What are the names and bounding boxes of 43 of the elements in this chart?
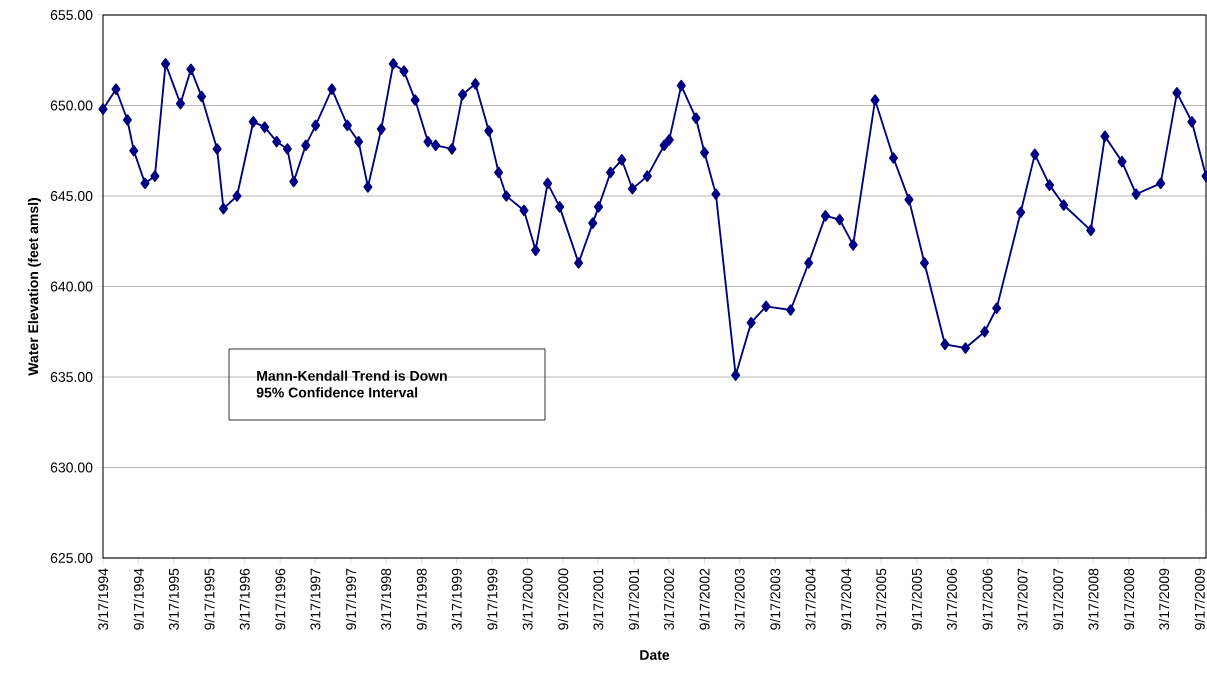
x-tick-label: 9/17/1996 bbox=[275, 568, 286, 630]
y-tick-label: 655.00 bbox=[50, 10, 93, 20]
x-tick-label: 9/17/1994 bbox=[133, 568, 144, 630]
annotation: 95% Confidence Interval bbox=[256, 387, 418, 398]
x-tick-label: 9/17/2006 bbox=[982, 568, 993, 630]
x-tick-label: 9/17/2004 bbox=[840, 568, 852, 630]
x-tick-label: 9/17/2007 bbox=[1052, 568, 1064, 630]
x-tick-label: 9/17/2008 bbox=[1123, 568, 1135, 630]
x-tick-label: 3/17/2001 bbox=[593, 568, 604, 630]
x-tick-label: 3/17/2008 bbox=[1088, 568, 1099, 630]
x-tick-label: 9/17/2002 bbox=[699, 568, 710, 630]
x-tick-label: 9/17/1995 bbox=[204, 568, 215, 630]
x-tick-label: 3/17/2006 bbox=[946, 568, 957, 630]
y-axis-title: Water Elevation (feet amsl) bbox=[27, 198, 41, 376]
y-tick-label: 635.00 bbox=[50, 372, 93, 382]
y-tick-label: 650.00 bbox=[50, 100, 93, 111]
x-tick-label: 9/17/2003 bbox=[770, 568, 781, 630]
x-tick-label: 3/17/2003 bbox=[734, 568, 745, 630]
x-axis-title: Date bbox=[640, 650, 670, 660]
y-tick-label: 630.00 bbox=[50, 462, 93, 473]
x-tick-label: 3/17/1994 bbox=[97, 568, 109, 630]
x-tick-label: 3/17/1997 bbox=[310, 568, 321, 630]
x-tick-label: 3/17/2004 bbox=[805, 568, 816, 630]
annotation: Mann-Kendall Trend is Down bbox=[257, 370, 447, 381]
x-tick-label: 3/17/1996 bbox=[239, 568, 250, 630]
x-tick-label: 3/17/2009 bbox=[1158, 568, 1170, 630]
x-tick-label: 9/17/1997 bbox=[345, 568, 357, 630]
x-tick-label: 3/17/1999 bbox=[451, 568, 462, 630]
x-tick-label: 3/17/1995 bbox=[168, 568, 179, 630]
y-tick-label: 645.00 bbox=[50, 191, 93, 201]
x-tick-label: 9/17/2005 bbox=[911, 568, 922, 630]
x-tick-label: 9/17/2009 bbox=[1194, 568, 1205, 630]
y-tick-label: 640.00 bbox=[50, 281, 93, 292]
x-tick-label: 9/17/2001 bbox=[628, 568, 639, 630]
x-tick-label: 3/17/2000 bbox=[522, 568, 533, 630]
x-tick-label: 9/17/1998 bbox=[416, 568, 427, 630]
x-tick-label: 3/17/1998 bbox=[380, 568, 392, 630]
y-tick-label: 625.00 bbox=[50, 553, 93, 563]
x-tick-label: 3/17/2007 bbox=[1017, 568, 1028, 630]
x-tick-label: 3/17/2002 bbox=[663, 568, 674, 630]
x-tick-label: 9/17/1999 bbox=[487, 568, 498, 630]
x-tick-label: 3/17/2005 bbox=[875, 568, 887, 630]
x-tick-label: 9/17/2000 bbox=[557, 568, 569, 630]
